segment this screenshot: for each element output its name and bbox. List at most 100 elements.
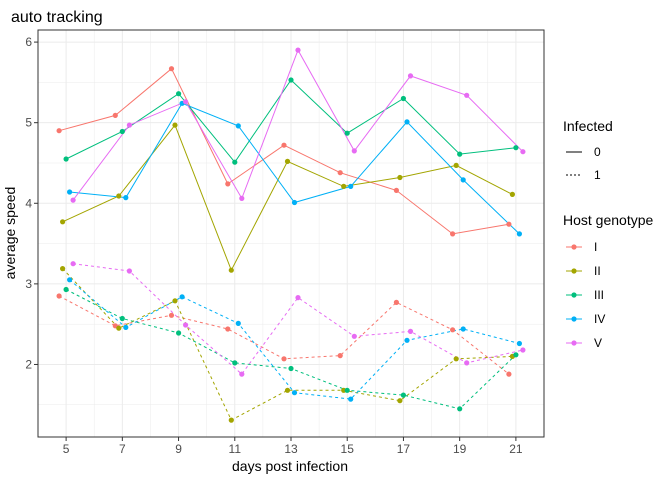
legend-genotype-label-V: V bbox=[594, 336, 602, 350]
data-point-IV-infected-0 bbox=[404, 119, 410, 125]
legend-genotype-point-V bbox=[571, 340, 577, 346]
y-axis: 2 3 4 5 6 bbox=[25, 35, 38, 371]
data-point-III-infected-0 bbox=[119, 128, 125, 135]
data-point-III-infected-1 bbox=[232, 360, 238, 366]
legend-infected-title: Infected bbox=[563, 118, 613, 134]
y-tick-label: 5 bbox=[25, 116, 32, 130]
data-point-II-infected-0 bbox=[228, 267, 234, 273]
data-point-V-infected-0 bbox=[464, 92, 470, 98]
data-point-V-infected-0 bbox=[239, 195, 245, 201]
data-point-II-infected-1 bbox=[172, 298, 178, 304]
data-point-II-infected-1 bbox=[284, 387, 291, 393]
x-tick-label: 11 bbox=[229, 442, 242, 456]
data-point-III-infected-0 bbox=[232, 159, 238, 165]
data-point-V-infected-0 bbox=[407, 73, 414, 79]
data-point-II-infected-0 bbox=[116, 193, 122, 199]
data-point-V-infected-1 bbox=[464, 360, 470, 366]
legend-infected: Infected 0 1 bbox=[563, 118, 613, 182]
data-point-IV-infected-1 bbox=[460, 326, 466, 332]
data-point-V-infected-0 bbox=[351, 148, 357, 154]
data-point-V-infected-1 bbox=[183, 322, 189, 328]
data-point-IV-infected-1 bbox=[235, 320, 241, 326]
data-point-V-infected-1 bbox=[70, 261, 76, 267]
y-tick-label: 4 bbox=[25, 196, 32, 210]
data-point-IV-infected-0 bbox=[460, 177, 466, 183]
data-point-III-infected-1 bbox=[63, 286, 69, 293]
data-point-III-infected-1 bbox=[457, 406, 463, 412]
data-point-II-infected-0 bbox=[453, 162, 459, 168]
data-point-V-infected-0 bbox=[70, 197, 76, 203]
data-point-III-infected-1 bbox=[513, 352, 519, 358]
legend-infected-label-0: 0 bbox=[594, 145, 601, 159]
data-point-I-infected-1 bbox=[225, 326, 231, 332]
data-point-II-infected-0 bbox=[397, 174, 403, 181]
data-point-III-infected-0 bbox=[288, 77, 294, 83]
plot-area bbox=[37, 29, 545, 438]
data-point-II-infected-0 bbox=[172, 122, 178, 128]
data-point-I-infected-1 bbox=[56, 293, 62, 299]
data-point-III-infected-1 bbox=[288, 365, 294, 372]
data-point-III-infected-1 bbox=[400, 392, 406, 398]
x-tick-label: 17 bbox=[397, 442, 411, 456]
data-point-II-infected-0 bbox=[284, 158, 291, 164]
data-point-I-infected-0 bbox=[225, 181, 231, 187]
data-point-IV-infected-0 bbox=[67, 189, 73, 195]
data-point-IV-infected-1 bbox=[404, 337, 410, 343]
legend-genotype-label-IV: IV bbox=[594, 312, 605, 326]
chart-title: auto tracking bbox=[11, 9, 103, 26]
grid-major bbox=[38, 30, 544, 437]
data-point-II-infected-0 bbox=[341, 183, 347, 189]
data-point-I-infected-0 bbox=[168, 66, 175, 72]
x-tick-label: 19 bbox=[453, 442, 467, 456]
data-point-III-infected-0 bbox=[513, 145, 519, 151]
x-axis: 5 7 9 11 13 15 17 19 21 bbox=[63, 437, 523, 456]
data-point-IV-infected-0 bbox=[348, 183, 354, 189]
data-point-I-infected-0 bbox=[281, 142, 287, 148]
data-point-I-infected-1 bbox=[506, 371, 512, 377]
data-point-II-infected-0 bbox=[509, 191, 515, 197]
data-point-III-infected-1 bbox=[176, 330, 182, 336]
data-point-I-infected-1 bbox=[281, 356, 287, 362]
data-point-IV-infected-1 bbox=[123, 324, 129, 330]
data-point-III-infected-1 bbox=[119, 315, 125, 322]
data-point-I-infected-0 bbox=[506, 221, 512, 227]
data-point-IV-infected-0 bbox=[516, 231, 523, 237]
legend-genotype-point-I bbox=[571, 244, 577, 250]
data-point-V-infected-0 bbox=[126, 122, 132, 128]
data-point-V-infected-1 bbox=[520, 347, 526, 353]
x-tick-label: 5 bbox=[63, 442, 70, 456]
data-point-V-infected-0 bbox=[520, 149, 526, 155]
data-point-V-infected-0 bbox=[295, 47, 301, 53]
data-point-II-infected-0 bbox=[60, 219, 66, 225]
x-tick-label: 9 bbox=[175, 442, 182, 456]
legend-genotype-point-IV bbox=[571, 316, 577, 322]
data-point-I-infected-0 bbox=[56, 128, 62, 134]
data-point-I-infected-1 bbox=[168, 312, 175, 318]
y-tick-label: 3 bbox=[25, 277, 32, 291]
data-point-II-infected-1 bbox=[60, 266, 66, 272]
data-point-III-infected-0 bbox=[457, 151, 463, 157]
data-point-III-infected-0 bbox=[400, 95, 406, 102]
data-point-V-infected-1 bbox=[126, 268, 132, 274]
x-tick-label: 7 bbox=[119, 442, 126, 456]
y-tick-label: 2 bbox=[25, 357, 32, 371]
data-point-I-infected-1 bbox=[337, 353, 343, 359]
data-point-I-infected-0 bbox=[337, 170, 343, 176]
data-point-V-infected-1 bbox=[295, 295, 301, 301]
data-point-V-infected-1 bbox=[351, 333, 357, 339]
data-point-V-infected-0 bbox=[183, 99, 189, 105]
y-axis-title: average speed bbox=[2, 187, 18, 280]
legend-genotype-label-I: I bbox=[594, 240, 597, 254]
y-tick-label: 6 bbox=[25, 35, 32, 49]
x-tick-label: 13 bbox=[284, 442, 298, 456]
series-line-II-infected-1 bbox=[62, 268, 513, 421]
legend-infected-label-1: 1 bbox=[594, 168, 601, 182]
data-point-IV-infected-0 bbox=[123, 195, 129, 201]
data-point-IV-infected-1 bbox=[291, 390, 298, 396]
data-point-IV-infected-0 bbox=[291, 199, 298, 206]
data-point-II-infected-1 bbox=[116, 325, 122, 331]
data-point-II-infected-1 bbox=[453, 356, 459, 362]
